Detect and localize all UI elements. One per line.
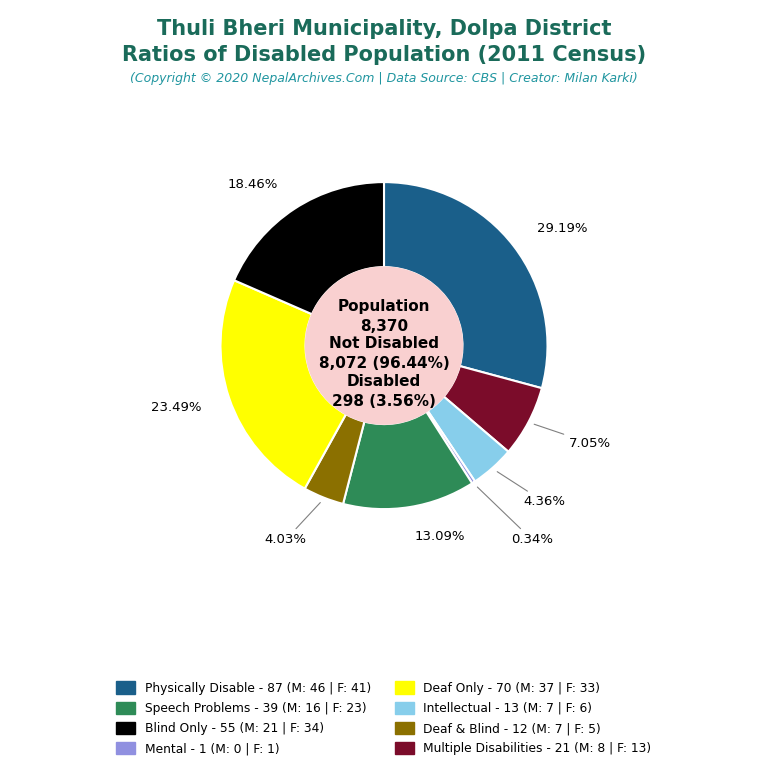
Wedge shape xyxy=(343,412,472,509)
Text: Ratios of Disabled Population (2011 Census): Ratios of Disabled Population (2011 Cens… xyxy=(122,45,646,65)
Text: 23.49%: 23.49% xyxy=(151,401,201,414)
Circle shape xyxy=(306,267,462,424)
Text: Thuli Bheri Municipality, Dolpa District: Thuli Bheri Municipality, Dolpa District xyxy=(157,19,611,39)
Legend: Physically Disable - 87 (M: 46 | F: 41), Speech Problems - 39 (M: 16 | F: 23), B: Physically Disable - 87 (M: 46 | F: 41),… xyxy=(117,681,651,755)
Text: Not Disabled
8,072 (96.44%): Not Disabled 8,072 (96.44%) xyxy=(319,336,449,371)
Text: 4.36%: 4.36% xyxy=(497,472,565,508)
Text: 4.03%: 4.03% xyxy=(264,502,320,547)
Wedge shape xyxy=(444,366,542,452)
Wedge shape xyxy=(234,182,384,314)
Text: 7.05%: 7.05% xyxy=(535,424,611,449)
Wedge shape xyxy=(220,280,346,488)
Wedge shape xyxy=(426,411,475,483)
Wedge shape xyxy=(384,182,548,388)
Wedge shape xyxy=(428,396,508,482)
Text: Disabled
298 (3.56%): Disabled 298 (3.56%) xyxy=(332,374,436,409)
Text: 0.34%: 0.34% xyxy=(478,487,553,546)
Text: 29.19%: 29.19% xyxy=(537,222,588,235)
Text: 18.46%: 18.46% xyxy=(228,177,278,190)
Text: 13.09%: 13.09% xyxy=(415,530,465,543)
Wedge shape xyxy=(305,414,364,504)
Text: Population
8,370: Population 8,370 xyxy=(338,299,430,333)
Text: (Copyright © 2020 NepalArchives.Com | Data Source: CBS | Creator: Milan Karki): (Copyright © 2020 NepalArchives.Com | Da… xyxy=(130,72,638,85)
